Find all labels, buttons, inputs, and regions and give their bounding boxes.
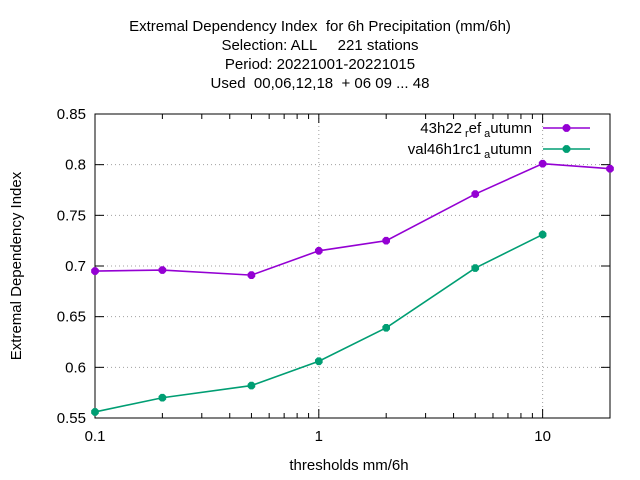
- y-tick-label: 0.85: [57, 106, 86, 123]
- axis-ticks: 0.55 0.6 0.65 0.7 0.75 0.8 0.85 0.1 1 10: [57, 106, 611, 445]
- series-1-point: [538, 159, 547, 168]
- series-1-point: [606, 164, 614, 173]
- data-series: [91, 159, 614, 416]
- x-tick-label: 1: [315, 428, 323, 445]
- plot-frame: [94, 113, 611, 419]
- y-axis-label: Extremal Dependency Index: [8, 171, 25, 360]
- series-1-point: [247, 271, 256, 279]
- x-tick-label: 10: [534, 428, 551, 445]
- series-2-point: [247, 381, 256, 390]
- series-1-point: [158, 266, 167, 274]
- series-2-point: [91, 408, 99, 416]
- y-tick-label: 0.65: [57, 309, 86, 326]
- series-1-point: [314, 246, 323, 255]
- series-2-point: [314, 357, 323, 366]
- series-2-line: [94, 233, 543, 413]
- legend-label-1: 43h22 ref autumn: [420, 120, 532, 140]
- series-2-point: [158, 393, 167, 402]
- series-2-point: [471, 264, 480, 272]
- series-1-line: [94, 162, 611, 276]
- chart-title-line-4: Used 00,06,12,18 + 06 09 ... 48: [210, 75, 430, 92]
- legend-marker-1: [562, 124, 571, 132]
- y-tick-label: 0.6: [65, 359, 86, 376]
- series-1-point: [471, 190, 480, 198]
- x-axis-label: thresholds mm/6h: [289, 457, 408, 474]
- chart-title-line-1: Extremal Dependency Index for 6h Precipi…: [129, 18, 511, 35]
- y-tick-label: 0.8: [65, 157, 86, 174]
- y-tick-label: 0.55: [57, 410, 86, 427]
- series-2-point: [382, 323, 391, 332]
- series-1-point: [91, 267, 99, 275]
- grid-lines: [95, 114, 610, 418]
- y-tick-label: 0.7: [65, 258, 86, 275]
- y-tick-label: 0.75: [57, 207, 86, 224]
- chart-title-line-3: Period: 20221001-20221015: [224, 56, 416, 73]
- legend-marker-2: [562, 145, 571, 153]
- chart-title-line-2: Selection: ALL 221 stations: [221, 37, 419, 54]
- series-1-point: [382, 236, 391, 245]
- series-2-point: [538, 230, 547, 239]
- x-tick-label: 0.1: [85, 428, 106, 445]
- legend-label-2: val46h1rc1 autumn: [408, 141, 532, 161]
